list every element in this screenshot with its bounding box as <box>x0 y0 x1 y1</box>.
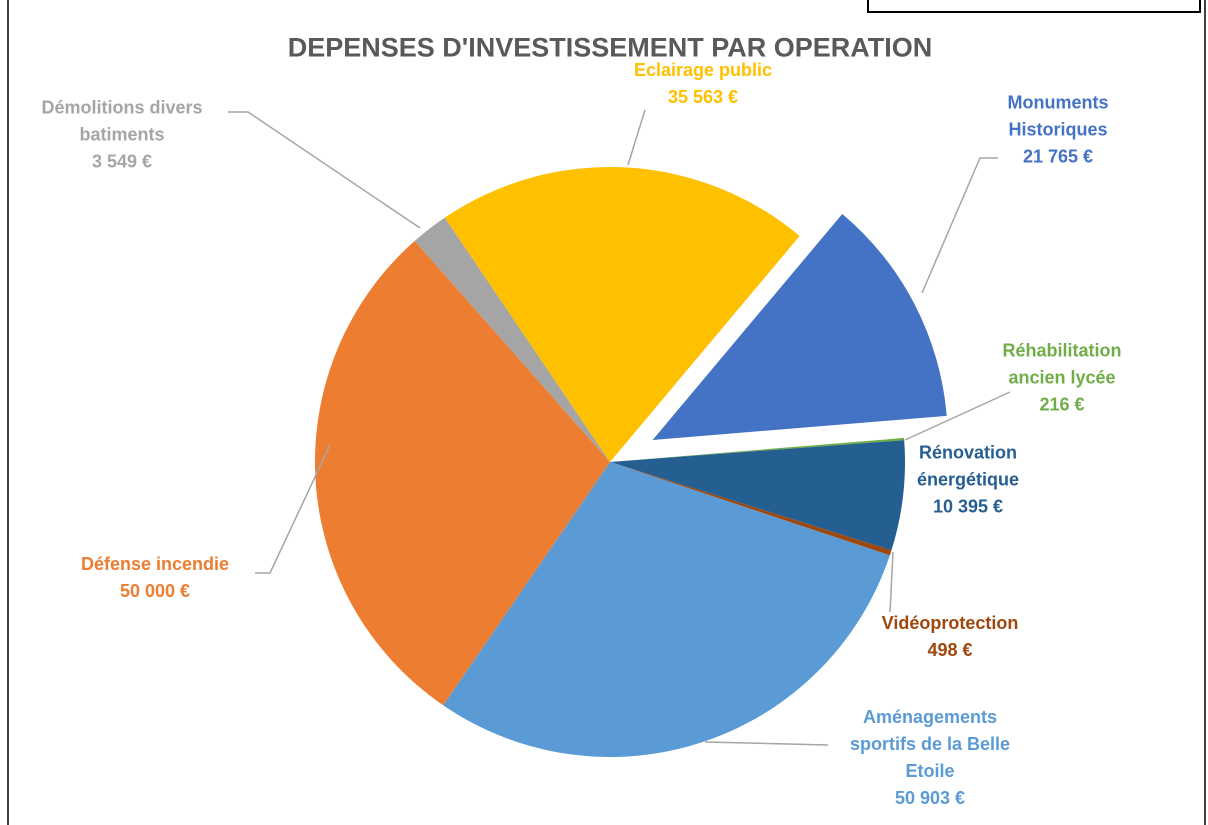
label-name: Eclairage public <box>633 60 773 80</box>
leader-line <box>889 551 894 613</box>
leader-line <box>255 444 331 574</box>
label-name: Démolitions divers batiments <box>41 97 203 145</box>
leader-line <box>921 157 998 294</box>
pie-slice <box>444 166 800 462</box>
label-value: 50 903 € <box>894 788 966 808</box>
label-value: 35 563 € <box>667 87 739 107</box>
frame-corner <box>867 0 1201 13</box>
chart-title: DEPENSES D'INVESTISSEMENT PAR OPERATION <box>287 32 933 63</box>
data-label: Défense incendie 50 000 € <box>45 551 265 605</box>
frame <box>7 0 1206 825</box>
leader-line <box>228 111 421 229</box>
pie-slice <box>610 440 905 551</box>
label-value: 216 € <box>1039 394 1085 415</box>
pie-slice <box>314 240 610 706</box>
data-label: Aménagements sportifs de la Belle Etoile… <box>845 704 1015 812</box>
pie-slice <box>610 437 905 462</box>
leader-line <box>627 109 646 166</box>
data-label: Eclairage public 35 563 € <box>593 57 813 111</box>
label-value: 50 000 € <box>119 581 191 601</box>
data-label: Vidéoprotection 498 € <box>850 610 1050 664</box>
leader-line <box>904 391 1011 441</box>
leader-line <box>704 741 829 746</box>
label-name: Aménagements sportifs de la Belle Etoile <box>849 707 1011 781</box>
slices <box>314 166 947 757</box>
label-name: Vidéoprotection <box>881 613 1019 633</box>
pie-slice <box>414 217 610 462</box>
label-value: 10 395 € <box>932 496 1004 517</box>
data-label: Réhabilitation ancien lycée 216 € <box>975 338 1150 419</box>
label-value: 21 765 € <box>1022 146 1094 167</box>
data-label: Rénovation énergétique 10 395 € <box>898 440 1038 521</box>
pie-slice <box>652 213 947 440</box>
data-label: Démolitions divers batiments 3 549 € <box>12 95 232 176</box>
label-name: Monuments Historiques <box>1007 92 1109 140</box>
label-value: 3 549 € <box>91 151 153 172</box>
label-name: Rénovation énergétique <box>916 442 1020 490</box>
label-value: 498 € <box>927 640 973 660</box>
leader-lines <box>228 109 1011 746</box>
pie-slice <box>443 462 890 757</box>
pie-slice <box>610 462 892 556</box>
label-name: Réhabilitation ancien lycée <box>1002 340 1122 388</box>
data-label: Monuments Historiques 21 765 € <box>983 90 1133 171</box>
label-name: Défense incendie <box>80 554 230 574</box>
